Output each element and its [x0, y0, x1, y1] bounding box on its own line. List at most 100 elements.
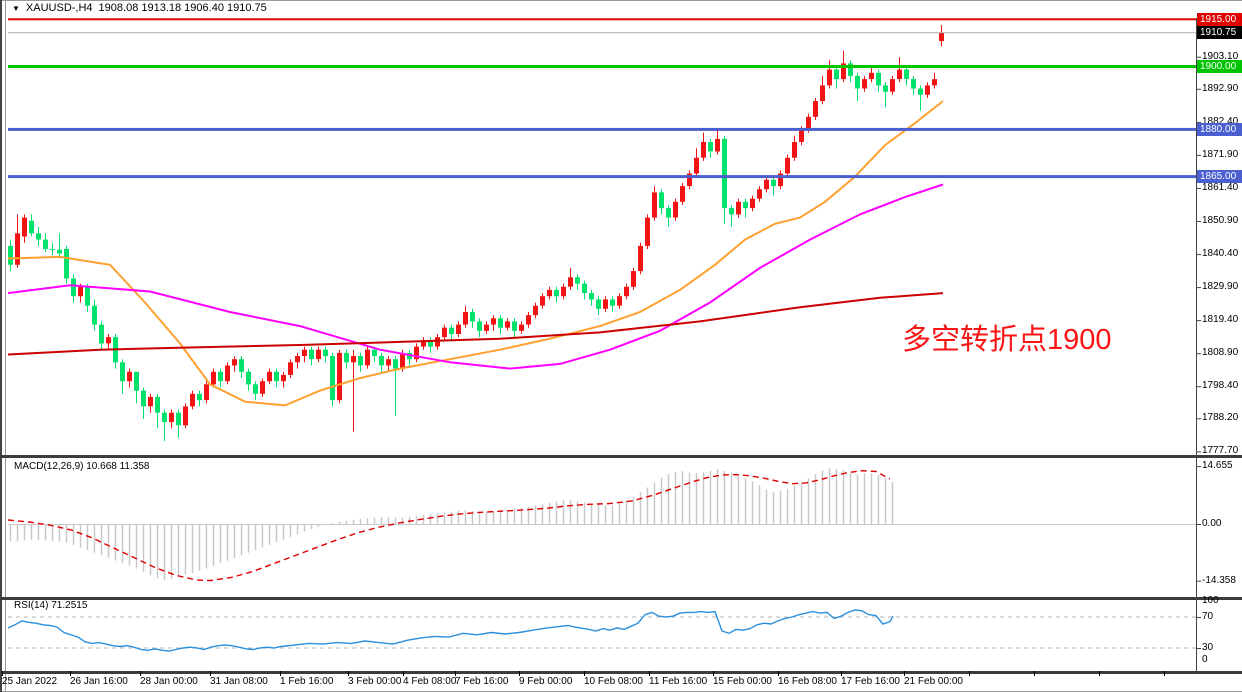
macd-tick-label: -14.358 — [1202, 575, 1236, 586]
rsi-tick-label: 100 — [1202, 595, 1219, 606]
candle — [491, 318, 496, 325]
candle — [316, 349, 321, 360]
time-axis-label: 11 Feb 16:00 — [649, 676, 708, 687]
candle — [666, 208, 671, 218]
candle — [659, 192, 664, 209]
candle — [932, 79, 937, 86]
candle — [155, 396, 160, 413]
price-tick-label: 1850.90 — [1202, 215, 1239, 226]
quote-ohlc: 1908.08 1913.18 1906.40 1910.75 — [98, 2, 267, 14]
candle — [708, 142, 713, 152]
candle — [638, 245, 643, 272]
time-axis-label: 21 Feb 00:00 — [904, 676, 963, 687]
candle — [869, 72, 874, 80]
candle — [680, 186, 685, 202]
candle — [64, 249, 69, 279]
candle — [862, 79, 867, 89]
candle — [15, 233, 20, 265]
macd-tick-label: 0.00 — [1202, 518, 1222, 529]
price-level-line[interactable] — [8, 65, 1196, 68]
time-axis-label: 15 Feb 00:00 — [713, 676, 772, 687]
candle — [183, 406, 188, 426]
price-tick-label: 1819.40 — [1202, 314, 1239, 325]
candle — [841, 63, 846, 80]
candle — [78, 286, 83, 297]
price-tick-label: 1840.40 — [1202, 248, 1239, 259]
candle — [617, 296, 622, 306]
candle — [246, 371, 251, 385]
candle — [330, 356, 335, 401]
candle — [92, 305, 97, 325]
price-tick-label: 1798.40 — [1202, 380, 1239, 391]
rsi-line — [7, 609, 894, 652]
candle — [428, 340, 433, 347]
candle — [85, 286, 90, 306]
candle — [834, 69, 839, 79]
price-level-line[interactable] — [8, 32, 1196, 34]
price-level-box: 1880.00 — [1197, 123, 1242, 136]
candle — [176, 412, 181, 426]
candle — [253, 384, 258, 394]
price-level-line[interactable] — [8, 18, 1196, 21]
candle — [904, 69, 909, 79]
price-level-box: 1910.75 — [1197, 26, 1242, 39]
candle — [218, 371, 223, 382]
candle — [274, 371, 279, 382]
candle — [589, 293, 594, 300]
ma-fast — [7, 100, 944, 407]
candle — [925, 85, 930, 95]
candle — [939, 32, 944, 42]
candle — [484, 324, 489, 331]
candle — [302, 349, 307, 356]
candle — [50, 249, 55, 250]
candle — [561, 286, 566, 297]
rsi-tick-label: 0 — [1202, 654, 1208, 665]
candle — [288, 362, 293, 375]
candle — [190, 393, 195, 407]
annotation-text: 多空转折点1900 — [902, 324, 1112, 356]
candle — [106, 337, 111, 344]
candle — [127, 371, 132, 382]
candle — [582, 283, 587, 293]
candle — [407, 352, 412, 360]
time-axis[interactable]: 25 Jan 2022 26 Jan 16:00 28 Jan 00:00 31 Ja… — [0, 674, 1242, 692]
candle — [645, 217, 650, 246]
price-tick-label: 1892.90 — [1202, 83, 1239, 94]
candle — [813, 101, 818, 117]
price-axis[interactable]: 1903.10 1892.90 1882.40 1871.90 1861.40 1850.… — [1196, 0, 1242, 674]
candle — [799, 129, 804, 142]
candle — [22, 217, 27, 237]
candle — [729, 208, 734, 215]
candle — [421, 340, 426, 347]
price-level-line[interactable] — [8, 175, 1196, 179]
candle — [603, 299, 608, 309]
candle — [820, 85, 825, 102]
rsi-tick-label: 70 — [1202, 611, 1214, 622]
candle — [652, 192, 657, 218]
price-tick-label: 1861.40 — [1202, 182, 1239, 193]
time-axis-label: 26 Jan 16:00 — [70, 676, 128, 687]
candle — [477, 321, 482, 331]
symbol-dropdown-icon[interactable]: ▼ — [12, 3, 20, 13]
candle — [512, 321, 517, 331]
price-tick-label: 1777.70 — [1202, 445, 1239, 456]
candle — [372, 349, 377, 356]
price-tick-label: 1882.40 — [1202, 116, 1239, 127]
candle — [456, 324, 461, 334]
candle — [211, 371, 216, 385]
time-axis-label: 17 Feb 16:00 — [841, 676, 900, 687]
macd-tick-label: 14.655 — [1202, 460, 1233, 471]
candle — [736, 201, 741, 215]
candle — [379, 356, 384, 366]
candle — [295, 356, 300, 363]
candle — [575, 277, 580, 284]
price-level-line[interactable] — [8, 127, 1196, 131]
time-axis-label: 28 Jan 00:00 — [140, 676, 198, 687]
candle — [204, 384, 209, 400]
time-axis-label: 3 Feb 00:00 — [348, 676, 402, 687]
candle — [414, 346, 419, 360]
time-axis-label: 9 Feb 00:00 — [519, 676, 573, 687]
quote-header[interactable]: ▼ XAUUSD-,H4 1908.08 1913.18 1906.40 191… — [12, 2, 273, 14]
candle — [498, 318, 503, 328]
